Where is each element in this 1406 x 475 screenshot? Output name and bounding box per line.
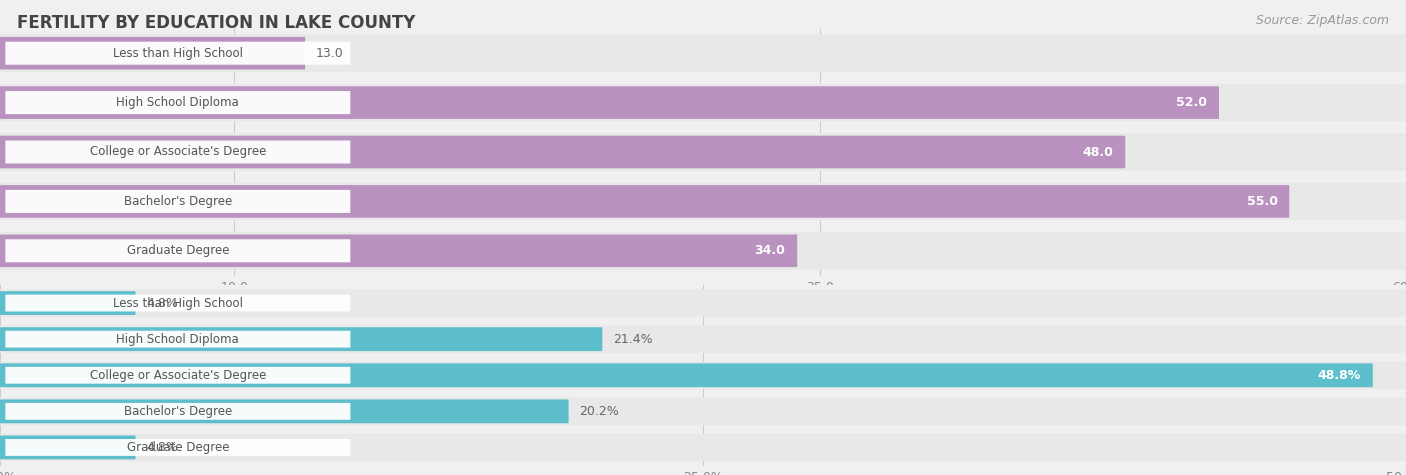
Text: 48.0: 48.0 [1083, 145, 1114, 159]
Text: 21.4%: 21.4% [613, 332, 652, 346]
FancyBboxPatch shape [0, 136, 1125, 168]
Text: College or Associate's Degree: College or Associate's Degree [90, 369, 266, 382]
FancyBboxPatch shape [0, 84, 1406, 122]
FancyBboxPatch shape [0, 363, 1372, 387]
FancyBboxPatch shape [0, 185, 1289, 218]
Text: College or Associate's Degree: College or Associate's Degree [90, 145, 266, 159]
FancyBboxPatch shape [0, 133, 1406, 171]
FancyBboxPatch shape [0, 37, 305, 69]
Text: FERTILITY BY EDUCATION IN LAKE COUNTY: FERTILITY BY EDUCATION IN LAKE COUNTY [17, 14, 415, 32]
FancyBboxPatch shape [6, 403, 350, 420]
Text: 52.0: 52.0 [1177, 96, 1208, 109]
Text: 13.0: 13.0 [316, 47, 343, 60]
Text: High School Diploma: High School Diploma [117, 96, 239, 109]
FancyBboxPatch shape [0, 436, 135, 459]
Text: Graduate Degree: Graduate Degree [127, 244, 229, 257]
Text: 4.8%: 4.8% [146, 296, 179, 310]
FancyBboxPatch shape [0, 235, 797, 267]
FancyBboxPatch shape [0, 232, 1406, 270]
FancyBboxPatch shape [6, 141, 350, 163]
FancyBboxPatch shape [6, 91, 350, 114]
FancyBboxPatch shape [0, 434, 1406, 461]
FancyBboxPatch shape [0, 325, 1406, 353]
Text: Source: ZipAtlas.com: Source: ZipAtlas.com [1256, 14, 1389, 27]
FancyBboxPatch shape [0, 289, 1406, 317]
Text: 20.2%: 20.2% [579, 405, 619, 418]
FancyBboxPatch shape [6, 367, 350, 384]
FancyBboxPatch shape [0, 34, 1406, 72]
FancyBboxPatch shape [0, 182, 1406, 220]
Text: Bachelor's Degree: Bachelor's Degree [124, 405, 232, 418]
Text: Bachelor's Degree: Bachelor's Degree [124, 195, 232, 208]
FancyBboxPatch shape [6, 439, 350, 456]
FancyBboxPatch shape [6, 190, 350, 213]
FancyBboxPatch shape [6, 42, 350, 65]
Text: 4.8%: 4.8% [146, 441, 179, 454]
Text: 55.0: 55.0 [1247, 195, 1278, 208]
FancyBboxPatch shape [0, 327, 602, 351]
Text: High School Diploma: High School Diploma [117, 332, 239, 346]
FancyBboxPatch shape [0, 86, 1219, 119]
Text: Graduate Degree: Graduate Degree [127, 441, 229, 454]
FancyBboxPatch shape [0, 398, 1406, 425]
FancyBboxPatch shape [0, 291, 135, 315]
FancyBboxPatch shape [6, 331, 350, 348]
Text: Less than High School: Less than High School [112, 47, 243, 60]
FancyBboxPatch shape [0, 399, 568, 423]
Text: 34.0: 34.0 [755, 244, 786, 257]
FancyBboxPatch shape [6, 239, 350, 262]
FancyBboxPatch shape [6, 294, 350, 312]
Text: 48.8%: 48.8% [1317, 369, 1361, 382]
FancyBboxPatch shape [0, 361, 1406, 389]
Text: Less than High School: Less than High School [112, 296, 243, 310]
